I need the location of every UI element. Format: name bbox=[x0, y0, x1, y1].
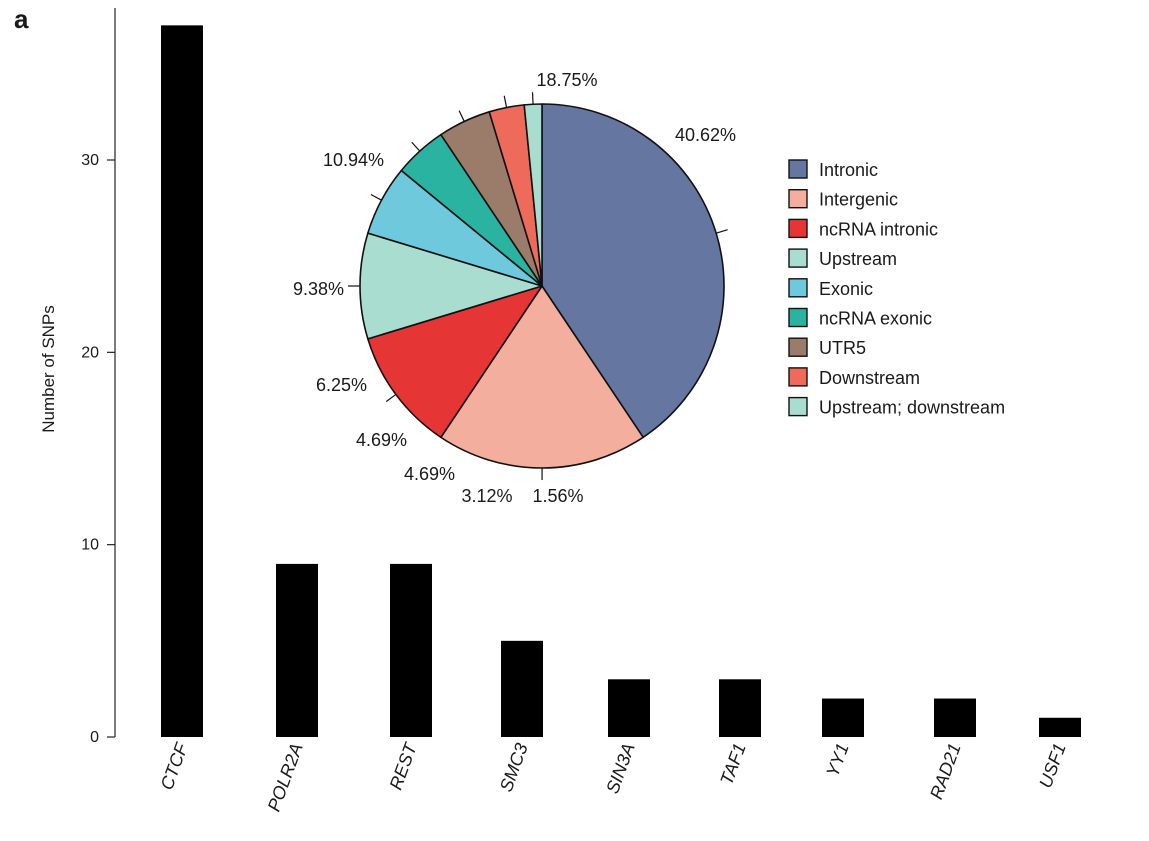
bar-rad21 bbox=[934, 699, 976, 737]
bar-usf1 bbox=[1039, 718, 1081, 737]
legend-swatch-ncrna-intronic bbox=[789, 219, 807, 237]
pie-leader-line bbox=[412, 142, 420, 151]
bar-smc3 bbox=[501, 641, 543, 737]
x-tick-label: POLR2A bbox=[264, 741, 307, 815]
pie-leader-line bbox=[459, 111, 464, 122]
pie-label-downstream: 3.12% bbox=[461, 486, 512, 506]
legend-label-upstream: Upstream bbox=[819, 249, 897, 269]
bar-sin3a bbox=[608, 679, 650, 737]
pie-leader-line bbox=[504, 96, 506, 108]
legend-swatch-downstream bbox=[789, 368, 807, 386]
x-tick-label: CTCF bbox=[157, 740, 193, 793]
legend-label-utr5: UTR5 bbox=[819, 338, 866, 358]
y-tick-label: 10 bbox=[81, 537, 99, 554]
legend-swatch-upstream bbox=[789, 249, 807, 267]
pie-legend: Intronic Intergenic ncRNA intronic Upstream… bbox=[789, 160, 1005, 418]
pie-leader-line bbox=[532, 92, 533, 104]
x-tick-label: TAF1 bbox=[716, 741, 749, 788]
pie-label-upstream-downstream: 1.56% bbox=[532, 486, 583, 506]
legend-label-intergenic: Intergenic bbox=[819, 190, 898, 210]
legend-swatch-intergenic bbox=[789, 190, 807, 208]
y-tick-label: 0 bbox=[90, 729, 99, 746]
y-tick-label: 20 bbox=[81, 344, 99, 361]
bar-yy1 bbox=[822, 699, 864, 737]
legend-label-ncrna-intronic: ncRNA intronic bbox=[819, 219, 938, 239]
bar-taf1 bbox=[719, 679, 761, 737]
legend-label-ncrna-exonic: ncRNA exonic bbox=[819, 309, 932, 329]
pie-leader-line bbox=[716, 230, 727, 233]
x-tick-label: YY1 bbox=[822, 741, 852, 780]
pie-label-exonic: 6.25% bbox=[316, 375, 367, 395]
bar-polr2a bbox=[276, 564, 318, 737]
pie-label-intronic: 40.62% bbox=[675, 125, 736, 145]
pie-chart: 40.62% 18.75% 10.94% 9.38% 6.25% 4.69% 4.69% 3.… bbox=[293, 70, 736, 506]
legend-swatch-utr5 bbox=[789, 338, 807, 356]
bar-rest bbox=[390, 564, 432, 737]
y-axis-title: Number of SNPs bbox=[39, 305, 58, 433]
legend-swatch-upstream-downstream bbox=[789, 398, 807, 416]
x-tick-label: SMC3 bbox=[496, 741, 532, 795]
pie-leader-line bbox=[371, 195, 382, 201]
x-tick-label: REST bbox=[386, 739, 422, 793]
pie-label-ncrna-intronic: 10.94% bbox=[323, 150, 384, 170]
pie-label-utr5: 4.69% bbox=[404, 464, 455, 484]
pie-label-intergenic: 18.75% bbox=[536, 70, 597, 90]
x-tick-label: RAD21 bbox=[926, 741, 965, 802]
pie-leader-line bbox=[386, 394, 396, 401]
legend-swatch-intronic bbox=[789, 160, 807, 178]
pie-label-upstream: 9.38% bbox=[293, 279, 344, 299]
legend-label-upstream-downstream: Upstream; downstream bbox=[819, 398, 1005, 418]
pie-label-ncrna-exonic: 4.69% bbox=[356, 430, 407, 450]
bar-ctcf bbox=[161, 25, 203, 737]
legend-label-intronic: Intronic bbox=[819, 160, 878, 180]
y-tick-label: 30 bbox=[81, 152, 99, 169]
legend-swatch-exonic bbox=[789, 279, 807, 297]
legend-label-downstream: Downstream bbox=[819, 368, 920, 388]
x-tick-label: SIN3A bbox=[602, 741, 639, 797]
x-tick-label: USF1 bbox=[1035, 741, 1070, 791]
legend-label-exonic: Exonic bbox=[819, 279, 873, 299]
legend-swatch-ncrna-exonic bbox=[789, 309, 807, 327]
panel-label: a bbox=[14, 4, 29, 34]
